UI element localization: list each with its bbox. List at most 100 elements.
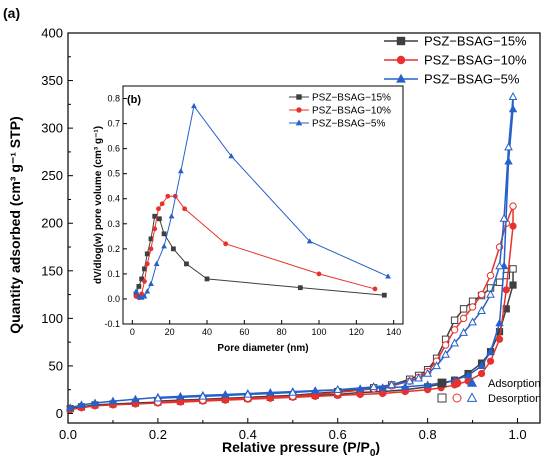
desorption-point — [441, 349, 450, 358]
main-legend: PSZ−BSAG−15% PSZ−BSAG−10% PSZ−BSAG−5% — [384, 34, 527, 87]
inset-series-3 — [133, 102, 391, 300]
pore-distribution-point — [170, 246, 176, 252]
main-x-tick-label: 0.4 — [239, 427, 257, 442]
main-y-tick-label: 0 — [56, 406, 63, 421]
desorption-legend-marker — [437, 393, 447, 403]
desorption-point — [509, 265, 517, 273]
pore-distribution-point — [385, 273, 391, 279]
main-x-tick-label: 0.6 — [329, 427, 347, 442]
adsorption-point — [504, 156, 513, 165]
adsorption-point — [77, 400, 86, 409]
desorption-point — [450, 316, 459, 324]
adsorption-point — [311, 386, 320, 394]
desorption-point — [486, 289, 495, 298]
adsorption-point — [477, 369, 486, 378]
legend-entry-label: PSZ−BSAG−5% — [424, 72, 520, 87]
inset-y-tick-label: 0.4 — [107, 194, 120, 204]
main-x-tick-label: 1.0 — [508, 427, 526, 442]
desorption-legend-marker — [466, 392, 478, 402]
pore-distribution-point — [306, 238, 313, 244]
desorption-legend-label: Desorption — [488, 393, 541, 405]
desorption-point — [459, 327, 468, 336]
main-y-tick-label: 100 — [41, 311, 63, 326]
pore-distribution-point — [161, 243, 167, 249]
desorption-point — [441, 341, 450, 349]
desorption-point — [477, 306, 486, 314]
pore-distribution-point — [316, 271, 322, 277]
adsorption-point — [378, 383, 387, 391]
adsorption-point — [311, 392, 319, 400]
pore-distribution-point — [152, 213, 158, 219]
adsorption-point — [400, 382, 410, 390]
legend-entry-label: PSZ−BSAG−15% — [424, 34, 527, 49]
inset-x-tick-label: 60 — [239, 327, 249, 337]
desorption-point — [486, 271, 495, 280]
desorption-point — [495, 278, 504, 286]
inset-legend-entry-label: PSZ−BSAG−5% — [312, 119, 385, 130]
inset-legend-entry-label: PSZ−BSAG−10% — [312, 106, 391, 117]
adsorption-point — [486, 357, 495, 365]
adsorption-point — [355, 384, 365, 392]
main-plot-frame — [67, 32, 541, 424]
pore-distribution-point — [159, 201, 165, 207]
inset-y-tick-label: 0.3 — [107, 219, 120, 229]
pore-distribution-point — [168, 213, 175, 219]
inset-axes-ticks: 0 20 40 60 80 100 120 140 -0.1 0.0 0.1 0.2 0.3 0.4 0.5… — [104, 94, 401, 337]
adsorption-point — [221, 396, 229, 404]
adsorption-point — [108, 396, 118, 405]
pore-distribution-point — [133, 288, 139, 294]
inset-y-tick-label: 0.5 — [107, 169, 120, 179]
inset-y-tick-label: 0.6 — [107, 144, 120, 154]
main-axes-ticks: 0.0 0.2 0.4 0.6 0.8 1.00501001502002503003504… — [41, 26, 526, 443]
pore-distribution-point — [153, 260, 160, 266]
inset-legend-marker — [295, 119, 303, 126]
adsorption-point — [463, 370, 473, 379]
adsorption-point — [509, 222, 517, 230]
pore-distribution-point — [165, 193, 171, 199]
inset-y-tick-label: 0.0 — [107, 294, 120, 304]
pore-distribution-point — [139, 276, 145, 282]
adsorption-point — [266, 394, 274, 402]
inset-x-axis-label: Pore diameter (nm) — [217, 343, 308, 354]
adsorption-point — [221, 389, 230, 398]
adsorption-point — [379, 389, 387, 398]
desorption-point — [495, 261, 504, 270]
inset-x-tick-label: 100 — [311, 327, 326, 337]
desorption-point — [198, 391, 208, 400]
pore-distribution-point — [372, 286, 378, 292]
desorption-point — [387, 380, 397, 389]
desorption-point — [504, 142, 513, 151]
main-y-tick-label: 300 — [41, 121, 63, 136]
pore-distribution-point — [135, 293, 142, 299]
main-plot-series — [66, 92, 518, 414]
adsorption-legend-marker — [452, 378, 462, 388]
pore-distribution-point — [156, 206, 161, 212]
panel-b-label: (b) — [127, 94, 141, 106]
pore-distribution-point — [136, 284, 142, 289]
legend-marker — [396, 55, 406, 65]
pore-distribution-point — [381, 292, 387, 298]
desorption-point — [468, 317, 477, 326]
adsorption-point — [266, 388, 275, 396]
adsorption-point — [495, 318, 504, 327]
desorption-point — [333, 384, 343, 393]
pore-distribution-point — [148, 246, 154, 252]
desorption-point — [369, 382, 379, 391]
inset-y-tick-label: 0.1 — [107, 269, 120, 279]
desorption-point — [153, 393, 163, 402]
desorption-point — [459, 314, 468, 323]
desorption-point — [432, 361, 441, 370]
main-y-tick-label: 350 — [41, 73, 63, 88]
inset-y-tick-label: 0.7 — [107, 119, 120, 129]
main-x-tick-label: 0.0 — [59, 427, 77, 442]
adsorption-point — [90, 398, 100, 407]
desorption-point — [423, 368, 432, 377]
inset-plot-series — [133, 102, 391, 301]
desorption-point — [288, 387, 298, 396]
pore-distribution-point — [161, 231, 167, 237]
main-y-tick-label: 150 — [41, 263, 63, 278]
inset-y-tick-label: 0.8 — [107, 94, 120, 104]
main-y-tick-label: 200 — [41, 216, 63, 231]
legend-marker — [396, 36, 406, 46]
adsorption-point — [176, 391, 185, 400]
